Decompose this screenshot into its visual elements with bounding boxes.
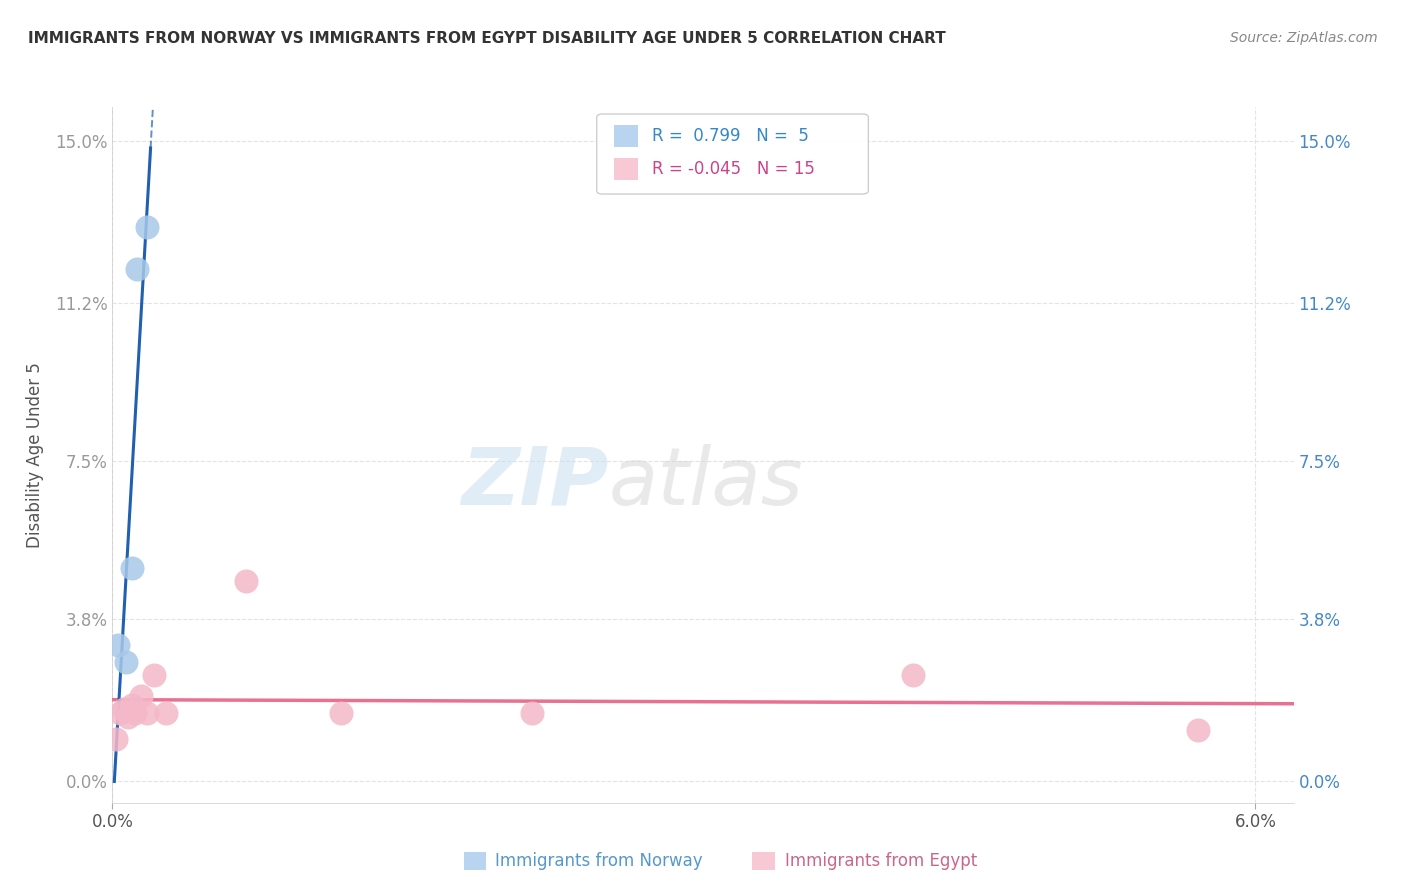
Point: [1187, 723, 1209, 738]
FancyBboxPatch shape: [614, 125, 638, 147]
Point: [107, 638, 129, 652]
Point: [520, 706, 543, 721]
Point: [143, 667, 166, 681]
FancyBboxPatch shape: [596, 114, 869, 194]
Text: ZIP: ZIP: [461, 443, 609, 522]
Point: [117, 710, 139, 724]
Point: [127, 262, 149, 277]
Point: [155, 706, 177, 721]
Text: atlas: atlas: [609, 443, 803, 522]
Text: Source: ZipAtlas.com: Source: ZipAtlas.com: [1230, 31, 1378, 45]
Text: Immigrants from Norway: Immigrants from Norway: [495, 852, 703, 870]
Point: [108, 706, 131, 721]
Point: [114, 655, 136, 669]
Point: [105, 731, 128, 746]
Point: [124, 706, 146, 721]
Point: [121, 561, 143, 575]
Point: [112, 702, 135, 716]
Y-axis label: Disability Age Under 5: Disability Age Under 5: [25, 362, 44, 548]
Text: Immigrants from Egypt: Immigrants from Egypt: [785, 852, 977, 870]
Text: R =  0.799   N =  5: R = 0.799 N = 5: [652, 128, 808, 145]
Point: [235, 574, 257, 588]
Text: IMMIGRANTS FROM NORWAY VS IMMIGRANTS FROM EGYPT DISABILITY AGE UNDER 5 CORRELATI: IMMIGRANTS FROM NORWAY VS IMMIGRANTS FRO…: [28, 31, 946, 46]
Point: [135, 219, 157, 234]
Text: R = -0.045   N = 15: R = -0.045 N = 15: [652, 160, 815, 178]
Point: [330, 706, 353, 721]
Point: [901, 667, 924, 681]
FancyBboxPatch shape: [614, 158, 638, 180]
Point: [121, 698, 143, 712]
Point: [135, 706, 157, 721]
Point: [129, 689, 152, 703]
